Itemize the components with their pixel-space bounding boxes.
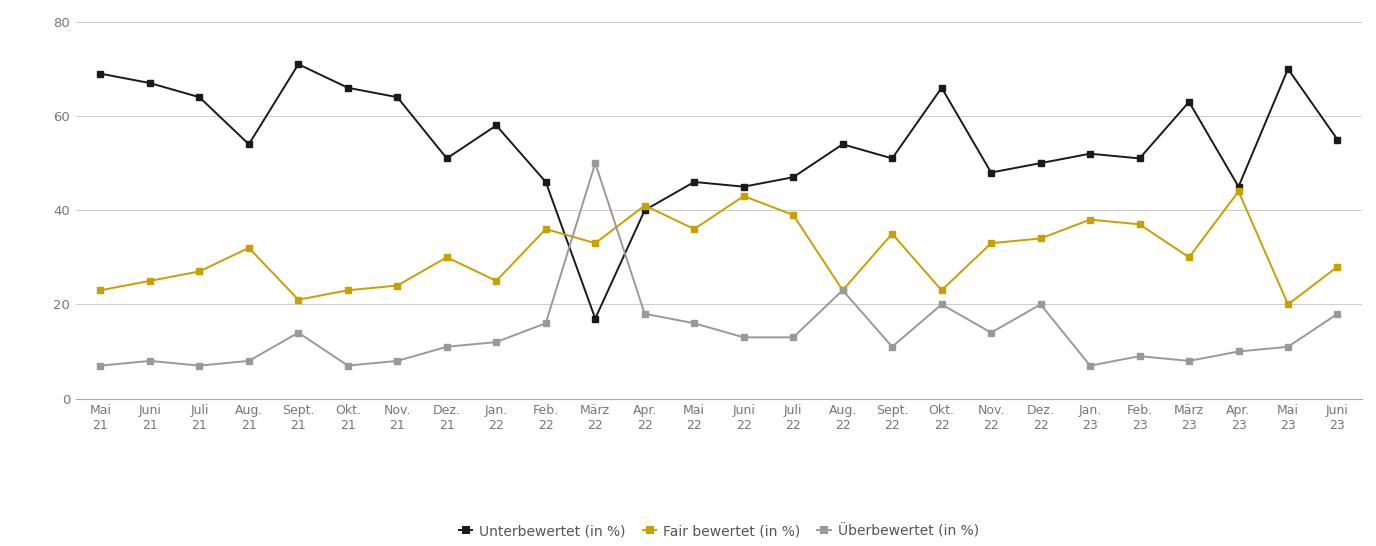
Legend: Unterbewertet (in %), Fair bewertet (in %), Überbewertet (in %): Unterbewertet (in %), Fair bewertet (in … — [453, 519, 985, 544]
